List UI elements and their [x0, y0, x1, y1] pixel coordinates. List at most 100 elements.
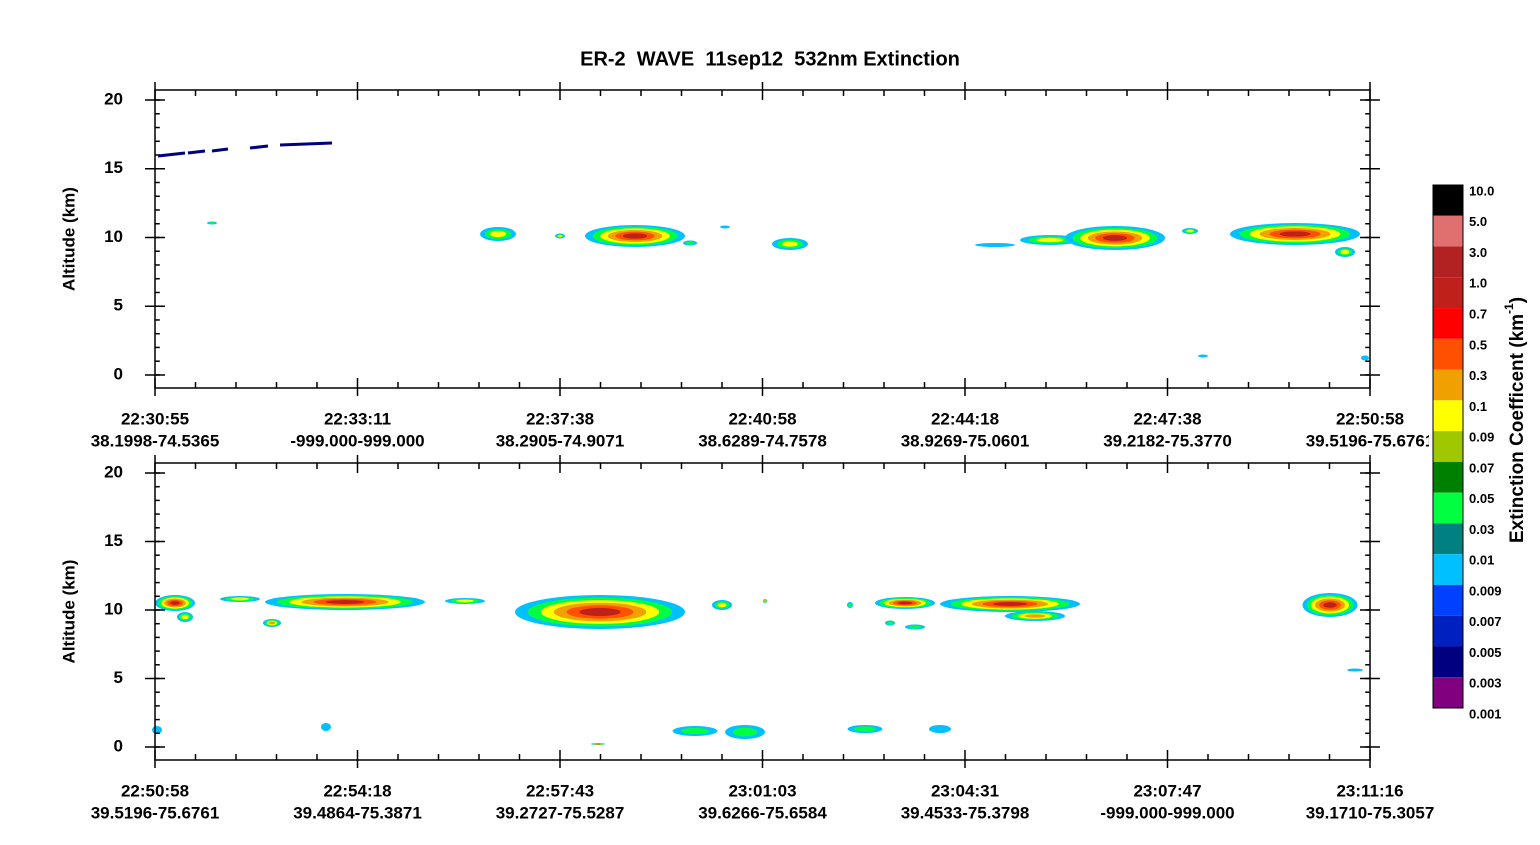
cloud — [764, 600, 766, 602]
colorbar-bin — [1433, 523, 1463, 555]
colorbar-bin — [1433, 185, 1463, 216]
colorbar-tick-label: 0.1 — [1469, 399, 1487, 414]
colorbar-tick-label: 0.5 — [1469, 337, 1487, 352]
x-tick-time: 23:11:16 — [1336, 781, 1403, 800]
y-axis-label: Altitude (km) — [59, 187, 78, 291]
cloud — [208, 222, 216, 224]
cloud — [685, 241, 695, 245]
cloud — [720, 225, 730, 229]
cloud — [1340, 249, 1350, 255]
cloud — [181, 614, 189, 620]
colorbar-tick-label: 1.0 — [1469, 276, 1487, 291]
cloud — [622, 233, 648, 239]
x-tick-time: 23:07:47 — [1133, 781, 1201, 800]
x-tick-location: 38.6289-74.7578 — [698, 431, 827, 450]
colorbar-bin — [1433, 308, 1463, 339]
colorbar-bin — [1433, 246, 1463, 278]
colorbar-tick-label: 0.007 — [1469, 614, 1502, 629]
x-tick-location: 38.1998-74.5365 — [91, 431, 220, 450]
y-tick-label: 10 — [104, 599, 123, 618]
colorbar-label-text: Extinction Coefficent (km — [1507, 314, 1528, 543]
cloud — [490, 230, 506, 238]
y-tick-label: 15 — [104, 158, 123, 177]
cloud — [1102, 235, 1128, 241]
colorbar-label: Extinction Coefficent (km-1) — [1502, 297, 1528, 543]
x-tick-location: 39.4864-75.3871 — [293, 803, 422, 822]
colorbar-bin — [1433, 554, 1463, 585]
cloud — [456, 599, 474, 603]
plot-area — [145, 455, 1380, 768]
y-tick-label: 0 — [114, 736, 123, 755]
cloud — [717, 602, 727, 608]
cloud — [1361, 355, 1369, 361]
cloud — [854, 726, 876, 732]
colorbar-bin — [1433, 369, 1463, 401]
cloud — [268, 621, 276, 625]
colorbar-bin — [1433, 615, 1463, 647]
cloud-streak — [279, 141, 333, 147]
x-tick-time: 22:37:38 — [526, 409, 594, 428]
cloud — [325, 600, 365, 604]
cloud-streak — [211, 147, 229, 153]
y-tick-label: 15 — [104, 531, 123, 550]
colorbar-frame — [1432, 184, 1464, 709]
cloud — [231, 597, 249, 601]
x-tick-location: 38.2905-74.9071 — [496, 431, 625, 450]
cloud — [993, 602, 1027, 606]
colorbar-tick-label: 0.09 — [1469, 430, 1494, 445]
cloud — [1198, 354, 1208, 358]
colorbar-label-sup: -1 — [1502, 303, 1516, 314]
cloud — [782, 241, 798, 247]
colorbar-bin — [1433, 400, 1463, 432]
colorbar-bin — [1433, 677, 1463, 708]
cloud — [1279, 231, 1311, 237]
colorbar-bin — [1433, 431, 1463, 462]
colorbar-bin — [1433, 492, 1463, 524]
x-tick-time: 22:47:38 — [1133, 409, 1201, 428]
cloud — [1186, 229, 1194, 233]
colorbar-tick-label: 0.01 — [1469, 553, 1494, 568]
cloud — [897, 601, 913, 605]
y-tick-label: 20 — [104, 90, 123, 109]
cloud-streak — [249, 144, 269, 150]
colorbar-bin — [1433, 646, 1463, 678]
plot-area — [145, 82, 1380, 396]
cloud — [975, 243, 1015, 247]
cloud — [908, 625, 922, 629]
colorbar-label-end: ) — [1507, 297, 1528, 303]
cloud — [1024, 614, 1046, 618]
colorbar-bin — [1433, 338, 1463, 370]
x-tick-time: 23:01:03 — [728, 781, 796, 800]
colorbar-tick-label: 10.0 — [1469, 183, 1494, 198]
y-tick-label: 10 — [104, 227, 123, 246]
colorbar-tick-label: 5.0 — [1469, 214, 1487, 229]
x-tick-location: 39.2727-75.5287 — [496, 803, 625, 822]
cloud-streak — [157, 151, 186, 158]
x-tick-time: 22:50:58 — [121, 781, 189, 800]
cloud — [579, 607, 621, 617]
x-tick-time: 22:40:58 — [728, 409, 796, 428]
plot-frame — [154, 89, 1371, 389]
x-tick-location: 39.6266-75.6584 — [698, 803, 827, 822]
y-tick-label: 5 — [114, 668, 123, 687]
x-tick-location: 39.4533-75.3798 — [901, 803, 1030, 822]
colorbar-tick-label: 0.7 — [1469, 306, 1487, 321]
colorbar-bin — [1433, 277, 1463, 309]
y-tick-label: 5 — [114, 296, 123, 315]
cloud — [886, 621, 894, 625]
y-tick-label: 0 — [114, 364, 123, 383]
colorbar-tick-label: 0.05 — [1469, 491, 1494, 506]
x-tick-time: 22:33:11 — [324, 409, 391, 428]
x-tick-time: 22:30:55 — [121, 409, 189, 428]
cloud — [321, 723, 331, 731]
colorbar-tick-label: 0.005 — [1469, 645, 1502, 660]
colorbar-tick-label: 0.001 — [1469, 706, 1502, 721]
chart-title: ER-2 WAVE 11sep12 532nm Extinction — [580, 48, 960, 70]
cloud — [1347, 668, 1363, 672]
colorbar-tick-label: 3.0 — [1469, 245, 1487, 260]
cloud — [929, 725, 951, 733]
x-tick-time: 22:50:58 — [1336, 409, 1404, 428]
x-tick-time: 22:44:18 — [931, 409, 999, 428]
colorbar-tick-label: 0.3 — [1469, 368, 1487, 383]
